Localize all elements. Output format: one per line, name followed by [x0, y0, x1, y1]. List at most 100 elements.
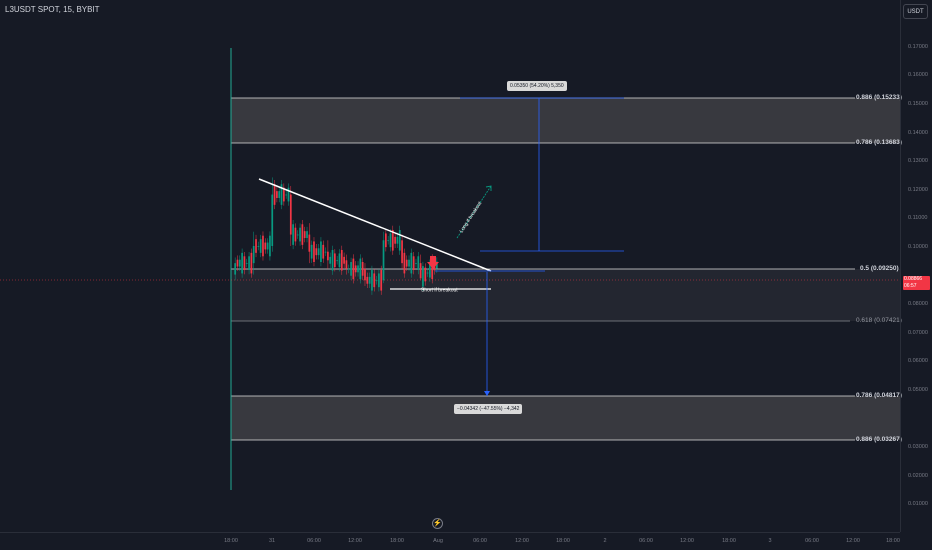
candle-body [243, 256, 246, 271]
long-measure-label[interactable]: 0.05350 (54.20%) 5,350 [507, 81, 567, 91]
candle-body [331, 250, 334, 271]
currency-button[interactable]: USDT [903, 4, 928, 19]
candle-body [269, 235, 271, 257]
price-tick: 0.17000 [908, 44, 928, 50]
long-arrow[interactable] [456, 185, 492, 239]
long-annotation-text[interactable]: Long if breakout [459, 200, 484, 234]
time-tick: 18:00 [556, 538, 570, 544]
candle-body [396, 236, 399, 244]
candle-body [303, 231, 306, 238]
time-tick: 06:00 [639, 538, 653, 544]
time-tick: 18:00 [224, 538, 238, 544]
candle-body [410, 252, 413, 274]
time-tick: 06:00 [307, 538, 321, 544]
candle-body [426, 272, 429, 274]
candle-body [403, 252, 406, 274]
time-axis[interactable]: 18:00 31 06:00 12:00 18:00 Aug 06:00 12:… [0, 532, 900, 550]
candle-body [282, 187, 285, 202]
fib-zone-upper [231, 98, 900, 143]
candle-body [273, 184, 276, 205]
candle-body [361, 262, 364, 276]
current-price-tag: 0.08866 06:57 [903, 276, 930, 290]
candle-body [329, 256, 332, 264]
candle-body [289, 194, 292, 235]
candle-body [292, 224, 294, 245]
candle-body [343, 256, 345, 264]
candle-body [435, 261, 438, 269]
fib-label-0886-lower: 0.886 (0.03267) [856, 436, 902, 443]
fib-zone-middle [231, 269, 900, 321]
candle-body [296, 234, 299, 236]
red-down-arrow-icon[interactable] [427, 256, 439, 269]
bar-countdown: 06:57 [904, 283, 917, 289]
candle-body [238, 259, 241, 267]
candle-body [357, 265, 359, 273]
chart-area[interactable]: Long if breakout Short if breakout L3USD… [0, 0, 902, 532]
candle-body [354, 265, 357, 273]
candle-body [417, 256, 420, 271]
candle-body [245, 263, 248, 264]
candle-body [340, 250, 343, 271]
candle-body [285, 194, 288, 196]
candle-body [280, 184, 283, 205]
candle-body [380, 270, 383, 291]
fib-label-0786-upper: 0.786 (0.13683) [856, 139, 902, 146]
candle-body [398, 229, 401, 251]
fib-label-0618: 0.618 (0.07421) [856, 317, 902, 324]
fib-label-0786-lower: 0.786 (0.04817) [856, 392, 902, 399]
short-measure-arrowhead [484, 391, 490, 396]
candle-body [408, 259, 410, 267]
candle-body [384, 233, 387, 248]
candle-body [336, 260, 339, 262]
flash-icon[interactable]: ⚡ [432, 518, 443, 529]
candle-body [412, 256, 415, 271]
candle-body [317, 248, 320, 256]
candle-body [394, 236, 396, 244]
candle-body [368, 276, 371, 284]
time-tick: 12:00 [680, 538, 694, 544]
long-arrow-head [485, 185, 492, 191]
candle-body [252, 246, 255, 264]
candle-body [327, 251, 329, 261]
candle-body [310, 244, 313, 259]
candle-body [320, 241, 322, 263]
current-price-value: 0.08866 [904, 276, 923, 282]
candle-body [294, 227, 297, 242]
price-tick: 0.07000 [908, 330, 928, 336]
candle-body [333, 253, 336, 268]
candle-body [364, 268, 366, 281]
symbol-title[interactable]: L3USDT SPOT, 15, BYBIT [5, 5, 100, 14]
price-tick: 0.15000 [908, 101, 928, 107]
candle-body [389, 233, 392, 248]
candle-body [301, 224, 304, 245]
fib-label-0886-upper: 0.886 (0.15233) [856, 94, 902, 101]
candle-body [271, 194, 274, 246]
short-annotation-text[interactable]: Short if breakout [421, 288, 458, 294]
candle-body [382, 240, 385, 281]
candle-body [257, 246, 260, 247]
candle-body [429, 263, 431, 278]
candle-body [264, 242, 267, 250]
time-tick: 12:00 [515, 538, 529, 544]
price-tick: 0.11000 [908, 215, 928, 221]
candle-body [250, 252, 253, 274]
time-tick: 2 [603, 538, 607, 544]
candle-body [308, 234, 311, 252]
short-measure-label[interactable]: −0.04342 (−47.55%) −4,342 [454, 404, 523, 414]
candle-body [299, 227, 301, 242]
candle-body [359, 258, 362, 280]
candle-body [391, 229, 394, 251]
price-axis[interactable]: 0.17000 0.16000 0.15000 0.14000 0.13000 … [900, 0, 932, 532]
chart-canvas[interactable]: Long if breakout Short if breakout [0, 0, 900, 532]
candle-body [345, 260, 348, 269]
candle-body [276, 191, 278, 198]
price-tick: 0.12000 [908, 187, 928, 193]
time-tick: 12:00 [348, 538, 362, 544]
time-tick: 06:00 [805, 538, 819, 544]
price-tick: 0.10000 [908, 244, 928, 250]
candle-body [324, 251, 327, 253]
candle-body [415, 263, 417, 264]
candle-body [431, 258, 434, 280]
candle-body [266, 242, 269, 250]
descending-trendline[interactable] [258, 178, 492, 272]
